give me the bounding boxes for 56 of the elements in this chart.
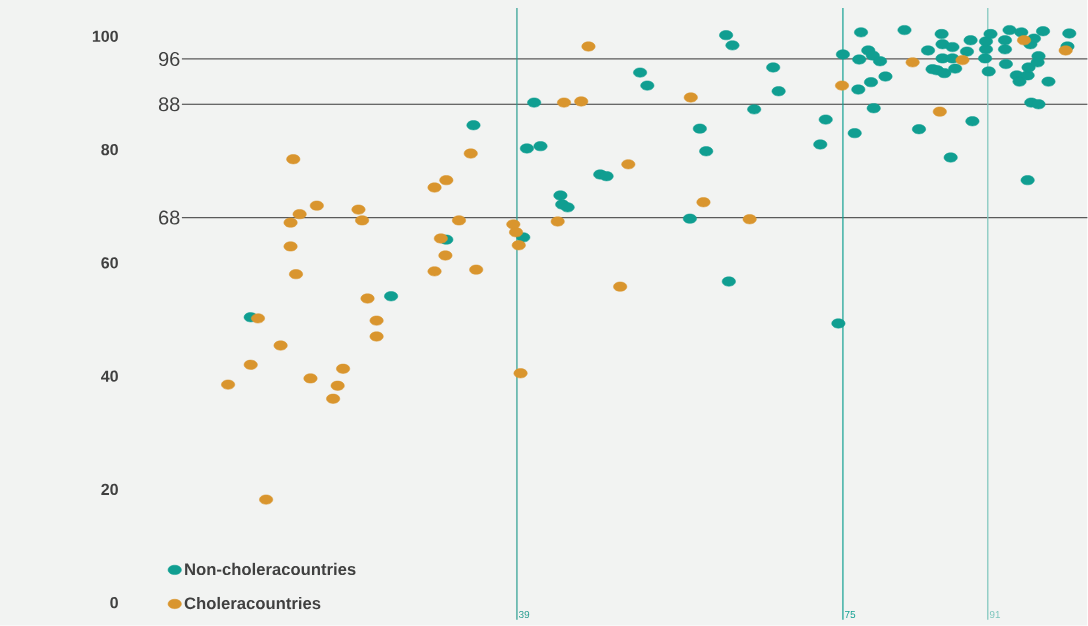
point [303, 373, 318, 384]
point [336, 363, 351, 374]
point [438, 250, 453, 261]
point [955, 55, 970, 66]
point [286, 154, 301, 165]
ref-line-label: 96 [159, 52, 180, 67]
point [289, 269, 303, 280]
ref-line-label: 91 [989, 611, 1001, 619]
point [742, 214, 757, 225]
point [511, 240, 526, 251]
y-tick-label: 20 [101, 483, 118, 496]
point [506, 219, 521, 230]
point [621, 159, 636, 170]
point [273, 340, 288, 351]
point [355, 215, 370, 226]
y-tick-label: 40 [101, 370, 118, 382]
point [835, 80, 849, 91]
y-tick-label: 80 [101, 144, 118, 156]
point [330, 380, 345, 391]
point [309, 200, 324, 211]
legend-label: Non-choleracountries [185, 563, 356, 576]
point [221, 379, 236, 390]
point [1058, 45, 1073, 56]
point [509, 227, 523, 238]
point [259, 494, 274, 505]
point [932, 106, 947, 117]
point [557, 97, 571, 108]
y-tick-label: 60 [101, 257, 118, 269]
point [513, 368, 528, 379]
point [427, 266, 442, 277]
point [463, 148, 478, 159]
y-tick-label: 100 [92, 30, 118, 43]
point [283, 217, 298, 228]
point [550, 216, 565, 227]
point [292, 209, 307, 220]
point [360, 293, 375, 304]
point [696, 197, 711, 208]
y-tick-label: 0 [110, 597, 118, 609]
ref-line-label: 88 [158, 97, 180, 112]
point [439, 175, 454, 186]
ref-line-label: 75 [845, 611, 856, 619]
point [683, 92, 698, 103]
legend-label: Choleracountries [184, 597, 321, 610]
point [369, 315, 384, 326]
point [452, 215, 466, 226]
point [369, 331, 384, 342]
point [283, 241, 298, 252]
point [905, 57, 920, 68]
point [427, 182, 442, 193]
point [613, 281, 628, 292]
point [581, 41, 596, 52]
ref-line-label: 68 [159, 210, 180, 225]
point [469, 264, 484, 275]
point [574, 96, 589, 107]
point [351, 204, 366, 215]
ref-line-label: 39 [518, 611, 530, 619]
